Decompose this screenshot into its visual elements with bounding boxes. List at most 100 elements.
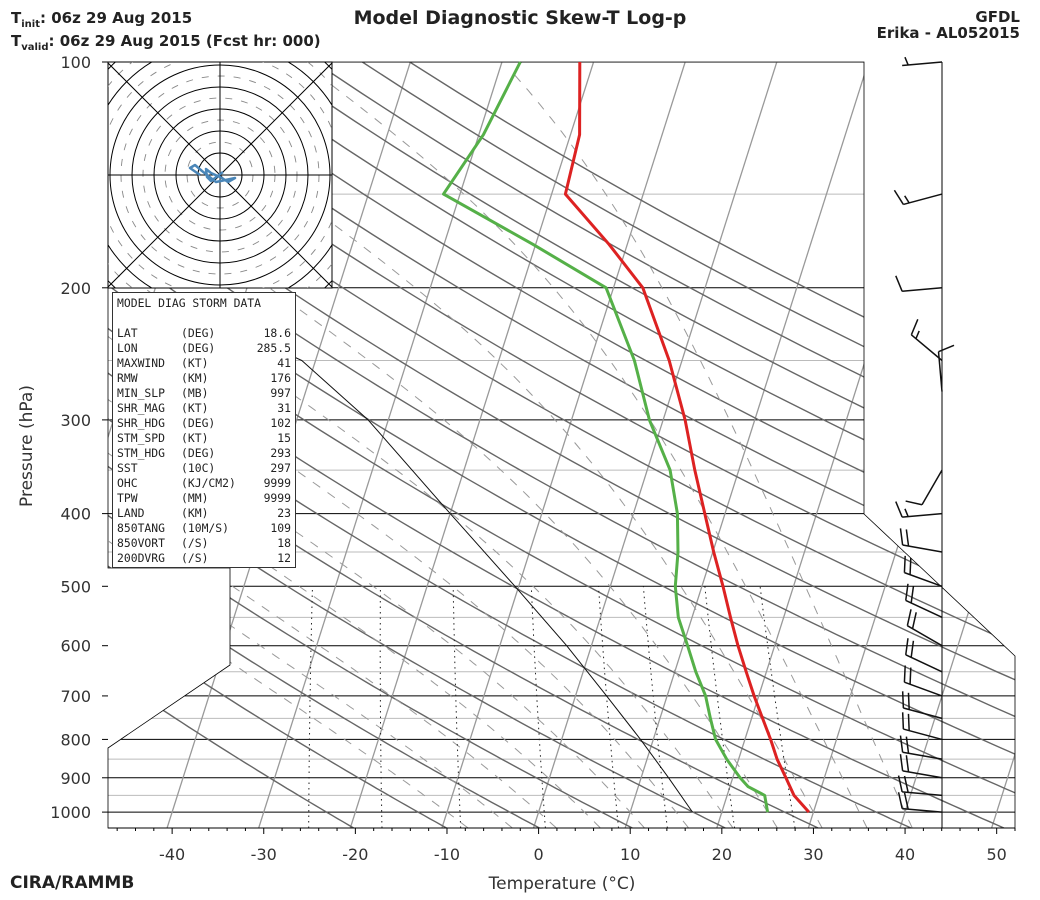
chart-title: Model Diagnostic Skew-T Log-p xyxy=(353,7,687,29)
chart-series xyxy=(257,61,811,814)
y-tick-label: 800 xyxy=(60,730,91,749)
storm-table-key: LON xyxy=(117,341,138,355)
wind-barb xyxy=(901,712,943,741)
series-dewpoint-line xyxy=(442,61,770,813)
wind-barb xyxy=(895,501,943,518)
wind-barb xyxy=(937,344,955,392)
wind-barb xyxy=(899,528,943,553)
wind-barb-flag xyxy=(893,189,904,205)
wind-barbs xyxy=(893,56,955,828)
wind-barb-staff xyxy=(902,61,943,67)
x-tick-label: 50 xyxy=(986,845,1006,864)
wind-barb-staff xyxy=(902,512,943,518)
wind-barb-flag xyxy=(903,665,906,683)
init-time-symbol: T xyxy=(11,9,22,27)
wind-barb-staff xyxy=(902,770,943,779)
wind-barb xyxy=(895,275,943,293)
storm-table-key: 850TANG xyxy=(117,521,166,535)
storm-table-value: 18 xyxy=(277,536,291,550)
wind-barb-staff xyxy=(937,351,943,392)
valid-time-value: : 06z 29 Aug 2015 (Fcst hr: 000) xyxy=(48,32,321,50)
x-tick-label: 20 xyxy=(712,845,732,864)
isotherm-line xyxy=(899,62,1015,828)
storm-table-row: SHR_MAG (KT) 31 xyxy=(117,401,291,416)
isotherm-line xyxy=(532,62,778,828)
storm-table-value: 12 xyxy=(277,551,291,565)
wind-barb xyxy=(903,555,943,588)
x-tick-label: -10 xyxy=(434,845,460,864)
wind-barb-staff xyxy=(903,707,943,720)
wind-barb-flag xyxy=(905,638,909,655)
storm-table-value: 176 xyxy=(270,371,291,385)
storm-table-unit: (MM) xyxy=(181,491,209,505)
model-name: GFDL xyxy=(975,8,1020,26)
storm-table-row: MIN_SLP (MB) 997 xyxy=(117,386,291,401)
wind-barb xyxy=(906,609,943,647)
wind-barb xyxy=(905,638,943,673)
wind-barb-staff xyxy=(903,193,943,206)
y-tick-label: 400 xyxy=(60,505,91,524)
wind-barb-staff xyxy=(902,807,943,813)
moist-adiabat xyxy=(132,74,823,828)
wind-barb-half-flag xyxy=(915,330,920,339)
moist-adiabat xyxy=(317,74,868,828)
wind-barb-flag xyxy=(905,583,909,601)
footer-credit: CIRA/RAMMB xyxy=(10,873,135,893)
storm-table-key: LAND xyxy=(117,506,145,520)
mixing-ratio-line xyxy=(642,586,668,828)
wind-barb xyxy=(897,792,943,813)
wind-barb-staff xyxy=(903,728,943,741)
storm-table-row: STM_SPD (KT) 15 xyxy=(117,431,291,446)
wind-barb-flag xyxy=(905,529,910,547)
wind-barb-flag xyxy=(899,754,904,771)
storm-table-value: 9999 xyxy=(263,491,291,505)
wind-barb-staff xyxy=(902,751,943,760)
init-time-value: : 06z 29 Aug 2015 xyxy=(40,9,193,27)
storm-table-unit: (DEG) xyxy=(181,446,216,460)
dry-adiabat xyxy=(172,62,1015,828)
wind-barb-half-flag xyxy=(904,195,910,204)
wind-barb xyxy=(902,56,943,67)
storm-table-key: SST xyxy=(117,461,138,475)
wind-barb xyxy=(899,735,943,760)
wind-barb-staff xyxy=(906,625,943,647)
x-tick-label: 30 xyxy=(803,845,823,864)
storm-table-unit: (KM) xyxy=(181,506,209,520)
storm-table-key: STM_SPD xyxy=(117,431,166,445)
valid-time-symbol: T xyxy=(11,32,22,50)
storm-table-row: SST (10C) 297 xyxy=(117,461,291,476)
dry-adiabat xyxy=(314,62,1015,828)
storm-table-key: MAXWIND xyxy=(117,356,166,370)
storm-table-unit: (KM) xyxy=(181,371,209,385)
storm-table-value: 285.5 xyxy=(256,341,291,355)
storm-table-row: LAT (DEG) 18.6 xyxy=(117,326,291,341)
wind-barb xyxy=(899,754,943,779)
storm-table-key: SHR_HDG xyxy=(117,416,166,430)
init-time-label: Tinit: 06z 29 Aug 2015 xyxy=(11,9,192,30)
dry-adiabat xyxy=(108,62,1015,828)
isotherm-line xyxy=(991,62,1015,828)
wind-barb-staff xyxy=(902,287,943,293)
wind-barb-staff xyxy=(904,571,943,588)
y-tick-label: 300 xyxy=(60,411,91,430)
moist-adiabat xyxy=(514,74,913,828)
wind-barb-staff xyxy=(904,681,943,697)
storm-table-unit: (MB) xyxy=(181,386,209,400)
storm-table-key: SHR_MAG xyxy=(117,401,166,415)
storm-table-key: RMW xyxy=(117,371,138,385)
mixing-ratio-line xyxy=(530,586,546,828)
wind-barb-flag xyxy=(909,667,912,685)
wind-barb-staff xyxy=(910,334,943,362)
isotherm-line xyxy=(441,62,686,828)
wind-barb-flag xyxy=(897,775,903,793)
wind-barb xyxy=(903,665,943,697)
y-tick-label: 600 xyxy=(60,637,91,656)
hodograph-trace xyxy=(188,163,237,184)
wind-barb-flag xyxy=(907,713,910,731)
mixing-ratio-line xyxy=(704,586,736,828)
x-tick-label: -40 xyxy=(159,845,185,864)
storm-table-value: 997 xyxy=(270,386,291,400)
storm-table-key: TPW xyxy=(117,491,138,505)
wind-barb-flag xyxy=(910,319,919,336)
storm-table-unit: (DEG) xyxy=(181,326,216,340)
